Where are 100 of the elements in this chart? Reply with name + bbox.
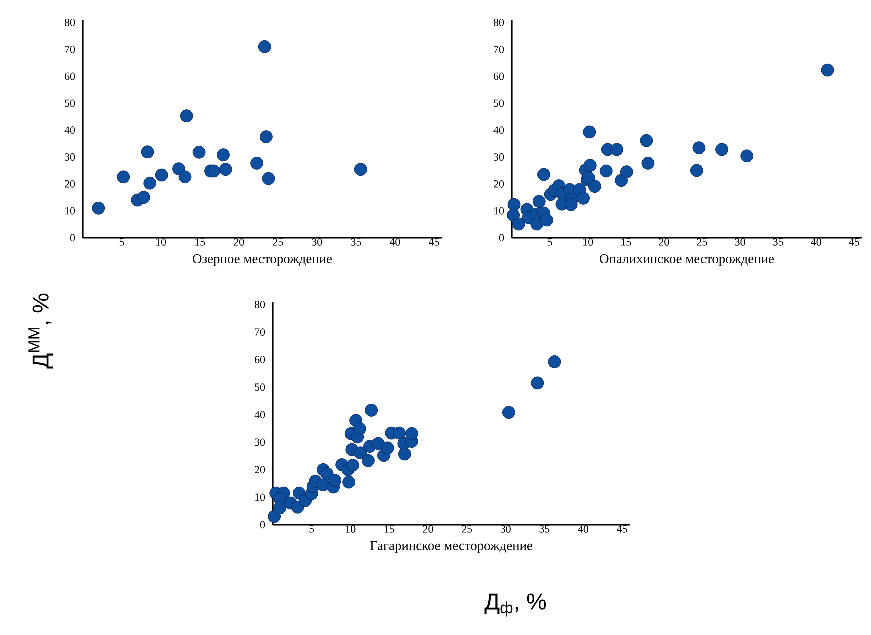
point <box>508 198 521 212</box>
text: Озерное месторождение <box>193 254 332 266</box>
point <box>821 64 834 77</box>
y-tick-label: 80 <box>254 301 266 308</box>
y-tick-label: 60 <box>65 72 76 80</box>
point <box>740 150 754 163</box>
y-tick-label: 40 <box>494 126 504 134</box>
x-tick-label: 45 <box>616 526 628 533</box>
x-tick-label: 25 <box>697 238 708 246</box>
x-tick-label: 35 <box>773 238 784 246</box>
x-tick-label: 30 <box>500 526 511 533</box>
x-tick-label: 25 <box>273 238 284 246</box>
text: Опалихинское месторождение <box>600 254 774 266</box>
point <box>398 448 412 461</box>
point <box>642 156 655 170</box>
y-tick-label: 70 <box>65 46 76 54</box>
y-tick-label: 20 <box>494 180 504 188</box>
point <box>381 442 394 455</box>
point <box>208 164 221 178</box>
x-tick-label: 5 <box>548 238 552 246</box>
y-tick-label: 0 <box>499 234 504 242</box>
point <box>393 426 406 440</box>
point <box>353 422 366 436</box>
point <box>155 168 168 182</box>
point <box>584 159 597 172</box>
y-tick-label: 30 <box>255 438 266 446</box>
point <box>362 454 375 468</box>
point <box>690 164 704 178</box>
x-tick-label: 45 <box>428 238 440 246</box>
y-tick-label: 60 <box>255 356 266 364</box>
text: Гагаринское месторождение <box>370 541 532 554</box>
point <box>92 202 106 215</box>
point <box>532 195 546 208</box>
point <box>274 502 286 515</box>
y-tick-label: 30 <box>494 154 504 161</box>
point <box>192 146 206 159</box>
x-tick-label: 10 <box>584 238 594 246</box>
x-tick-label: 5 <box>120 238 124 246</box>
point <box>354 163 368 176</box>
point <box>692 142 706 155</box>
point <box>144 176 157 190</box>
y-tick-label: 60 <box>494 72 504 80</box>
point <box>588 180 602 194</box>
point <box>502 406 516 420</box>
y-tick-label: 50 <box>255 384 266 392</box>
x-tick-label: 20 <box>234 238 244 246</box>
point <box>178 170 192 184</box>
y-tick-label: 70 <box>494 46 504 54</box>
point <box>137 191 150 204</box>
point <box>600 164 613 178</box>
y-tick-label: 30 <box>65 154 76 161</box>
y-tick-label: 40 <box>254 411 266 419</box>
y-tick-label: 0 <box>260 521 266 529</box>
y-axis-title: Д$^{ММ}$, % <box>28 294 54 369</box>
point <box>258 40 272 54</box>
x-tick-label: 40 <box>811 238 822 246</box>
y-tick-label: 20 <box>65 180 76 188</box>
x-tick-label: 15 <box>196 238 206 246</box>
y-tick-label: 10 <box>494 207 504 215</box>
point <box>531 376 544 390</box>
y-tick-label: 10 <box>256 494 266 502</box>
x-tick-label: 10 <box>156 238 166 246</box>
y-tick-label: 40 <box>64 126 76 134</box>
x-tick-label: 45 <box>849 238 860 246</box>
point <box>564 198 578 212</box>
x-tick-label: 35 <box>351 238 362 246</box>
x-tick-label: 5 <box>310 526 314 533</box>
x-tick-label: 10 <box>346 526 356 533</box>
point <box>328 474 342 488</box>
point <box>548 356 562 368</box>
point <box>260 130 273 144</box>
point <box>346 459 360 472</box>
y-tick-label: 80 <box>64 18 76 26</box>
point <box>219 163 232 176</box>
x-tick-label: 20 <box>423 526 434 533</box>
x-tick-label: 30 <box>312 238 322 246</box>
point <box>342 476 356 489</box>
point <box>180 110 194 123</box>
point <box>577 192 590 205</box>
y-tick-label: 80 <box>494 18 504 26</box>
point <box>512 218 526 231</box>
x-tick-label: 30 <box>735 238 746 246</box>
y-tick-label: 70 <box>255 328 266 336</box>
point <box>507 208 520 222</box>
point <box>250 156 264 170</box>
x-axis-title: Д$_{ф}$, % <box>484 594 546 617</box>
y-tick-label: 0 <box>70 234 76 242</box>
point <box>117 170 130 184</box>
point <box>141 146 154 159</box>
x-tick-label: 40 <box>578 526 589 533</box>
y-tick-label: 50 <box>65 100 76 108</box>
point <box>610 143 624 156</box>
x-tick-label: 40 <box>390 238 400 246</box>
point <box>217 148 230 162</box>
x-tick-label: 35 <box>540 526 550 533</box>
point <box>620 166 634 178</box>
point <box>538 168 550 182</box>
point <box>365 404 378 417</box>
point <box>262 172 276 186</box>
point <box>716 143 728 156</box>
